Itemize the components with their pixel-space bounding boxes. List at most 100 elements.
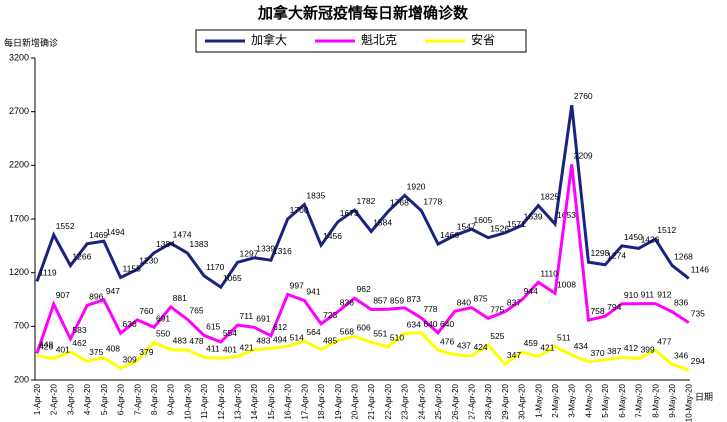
y-tick-label: 700: [14, 321, 29, 331]
data-label: 711: [240, 311, 254, 321]
x-tick-label: 28-Apr-20: [484, 383, 493, 419]
x-tick-label: 2-May-20: [551, 383, 560, 417]
data-label: 758: [590, 306, 604, 316]
y-tick-label: 2700: [9, 106, 29, 116]
data-label: 615: [206, 321, 220, 331]
data-label: 387: [607, 346, 621, 356]
data-label: 944: [524, 286, 538, 296]
x-tick-label: 8-Apr-20: [150, 383, 159, 415]
data-label: 1456: [323, 231, 342, 241]
data-label: 1584: [373, 217, 392, 227]
data-label: 997: [290, 280, 304, 290]
data-label: 1700: [290, 205, 309, 215]
data-label: 583: [72, 325, 86, 335]
x-tick-label: 29-Apr-20: [501, 383, 510, 419]
x-tick-label: 1-Apr-20: [33, 383, 42, 415]
data-label: 1605: [473, 215, 492, 225]
data-label: 1008: [557, 279, 576, 289]
x-tick-label: 9-Apr-20: [167, 383, 176, 415]
x-tick-label: 3-May-20: [568, 383, 577, 417]
data-label: 723: [323, 310, 337, 320]
x-tick-label: 6-May-20: [618, 383, 627, 417]
x-tick-label: 1-May-20: [534, 383, 543, 417]
series-line: [35, 164, 690, 354]
data-label: 514: [290, 332, 304, 342]
data-label: 859: [390, 295, 404, 305]
data-label: 510: [390, 333, 404, 343]
data-label: 421: [540, 342, 554, 352]
data-label: 910: [624, 290, 638, 300]
data-label: 636: [123, 319, 137, 329]
x-tick-label: 27-Apr-20: [467, 383, 476, 419]
x-tick-label: 9-May-20: [668, 383, 677, 417]
data-label: 2760: [574, 91, 593, 101]
data-label: 836: [674, 298, 688, 308]
data-label: 401: [223, 344, 237, 354]
x-tick-label: 8-May-20: [651, 383, 660, 417]
data-label: 1274: [607, 251, 626, 261]
x-tick-label: 10-May-20: [685, 383, 694, 422]
data-label: 1266: [72, 252, 91, 262]
y-tick-label: 200: [14, 374, 29, 384]
data-label: 412: [624, 343, 638, 353]
data-label: 1110: [540, 268, 558, 278]
data-label: 778: [423, 304, 437, 314]
data-label: 1512: [657, 225, 676, 235]
data-label: 568: [340, 327, 354, 337]
data-label: 1778: [423, 197, 442, 207]
data-label: 875: [473, 294, 487, 304]
data-label: 962: [357, 284, 371, 294]
data-label: 421: [240, 342, 254, 352]
series-line: [35, 105, 690, 290]
data-label: 483: [173, 336, 187, 346]
data-label: 478: [189, 336, 203, 346]
x-tick-label: 22-Apr-20: [384, 383, 393, 419]
data-label: 765: [189, 305, 203, 315]
x-tick-label: 21-Apr-20: [367, 383, 376, 419]
data-label: 907: [56, 290, 70, 300]
data-label: 550: [156, 328, 170, 338]
data-label: 873: [407, 294, 421, 304]
x-tick-label: 18-Apr-20: [317, 383, 326, 419]
data-label: 511: [557, 333, 571, 343]
data-label: 1571: [507, 219, 526, 229]
data-label: 1119: [39, 267, 57, 277]
data-label: 379: [139, 347, 153, 357]
x-tick-label: 30-Apr-20: [518, 383, 527, 419]
data-label: 1552: [56, 221, 75, 231]
x-tick-label: 13-Apr-20: [234, 383, 243, 419]
x-tick-label: 16-Apr-20: [284, 383, 293, 419]
data-label: 634: [407, 319, 421, 329]
y-tick-label: 3200: [9, 52, 29, 62]
y-tick-label: 1700: [9, 213, 29, 223]
x-tick-label: 5-Apr-20: [100, 383, 109, 415]
x-tick-label: 20-Apr-20: [351, 383, 360, 419]
data-label: 1466: [440, 230, 459, 240]
data-label: 1768: [390, 198, 409, 208]
data-label: 941: [306, 286, 320, 296]
y-tick-label: 1200: [9, 267, 29, 277]
series-line: [36, 331, 690, 372]
data-label: 1547: [457, 221, 476, 231]
y-tick-label: 2200: [9, 160, 29, 170]
data-label: 1835: [306, 191, 325, 201]
data-label: 437: [457, 341, 471, 351]
data-label: 1065: [223, 273, 242, 283]
data-label: 408: [106, 344, 120, 354]
x-tick-label: 25-Apr-20: [434, 383, 443, 419]
data-label: 411: [206, 343, 220, 353]
data-label: 401: [56, 344, 70, 354]
data-label: 434: [574, 341, 588, 351]
data-label: 691: [256, 313, 270, 323]
data-label: 1230: [139, 255, 158, 265]
data-label: 485: [323, 335, 337, 345]
data-label: 612: [273, 322, 287, 332]
data-label: 483: [256, 336, 270, 346]
data-label: 1339: [256, 244, 275, 254]
legend-box: [195, 29, 527, 53]
data-label: 459: [524, 338, 538, 348]
data-label: 309: [123, 354, 137, 364]
data-label: 525: [490, 331, 504, 341]
data-label: 448: [39, 339, 53, 349]
